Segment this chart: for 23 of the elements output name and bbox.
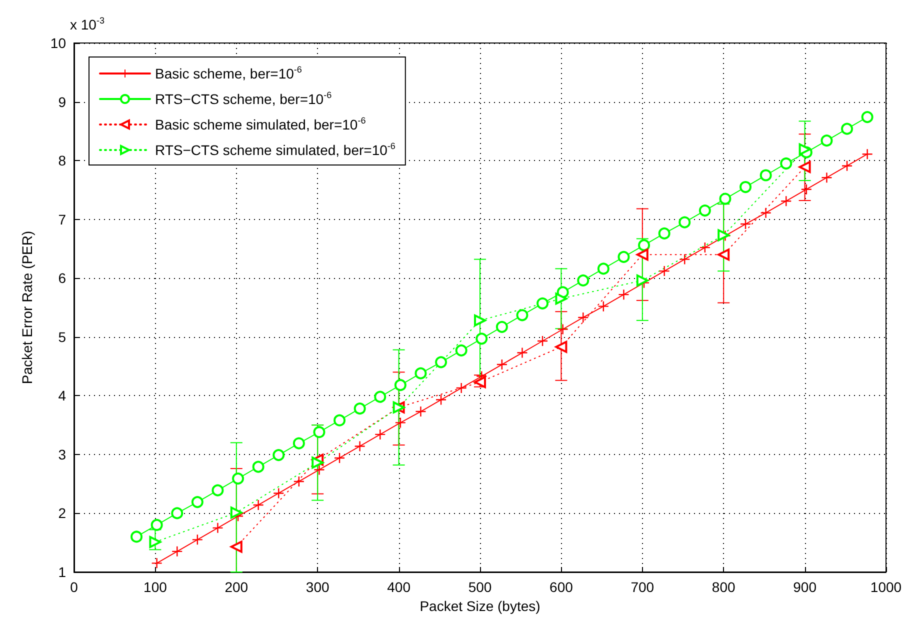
x-tick-label: 700 <box>630 579 654 595</box>
y-axis-title: Packet Error Rate (PER) <box>19 230 35 384</box>
y-tick-label: 6 <box>58 270 66 286</box>
x-tick-label: 0 <box>70 579 78 595</box>
y-tick-label: 3 <box>58 446 66 462</box>
x-tick-label: 800 <box>712 579 736 595</box>
y-tick-label: 7 <box>58 211 66 228</box>
x-tick-label: 600 <box>550 579 574 595</box>
x-tick-label: 400 <box>387 579 411 595</box>
y-tick-label: 4 <box>58 388 66 404</box>
x-tick-label: 200 <box>224 579 248 595</box>
x-tick-label: 500 <box>468 579 492 595</box>
x-axis-title: Packet Size (bytes) <box>420 598 540 614</box>
x-tick-label: 300 <box>306 579 330 595</box>
x-tick-label: 1000 <box>870 579 902 595</box>
x-tick-label: 100 <box>144 579 168 595</box>
x-tick-label: 900 <box>793 579 817 595</box>
y-tick-label: 5 <box>58 328 66 345</box>
y-tick-label: 10 <box>50 35 66 51</box>
y-tick-label: 1 <box>58 564 66 580</box>
y-tick-label: 8 <box>58 152 66 169</box>
y-tick-label: 2 <box>58 505 66 522</box>
y-tick-label: 9 <box>58 94 66 110</box>
